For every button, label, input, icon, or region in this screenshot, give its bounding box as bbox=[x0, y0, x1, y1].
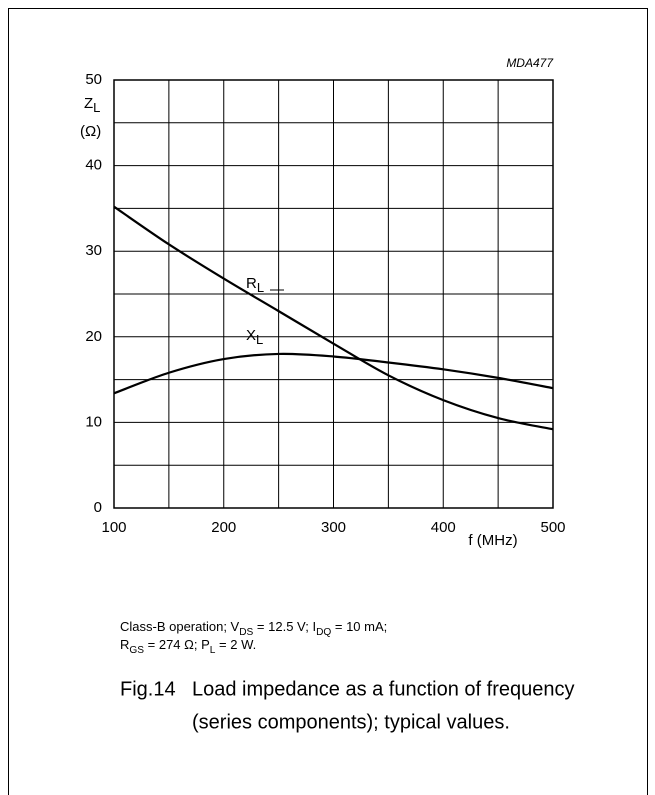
subscript: L bbox=[256, 332, 263, 347]
plot-frame bbox=[113, 79, 554, 509]
frame bbox=[8, 8, 648, 795]
y-tick-label: 10 bbox=[85, 413, 102, 430]
y-tick-label: 0 bbox=[94, 499, 102, 516]
x-axis-label: f (MHz) bbox=[468, 532, 517, 549]
x-tick-label: 100 bbox=[101, 519, 126, 536]
y-tick-label: 50 bbox=[85, 71, 102, 88]
series-line bbox=[113, 352, 554, 395]
x-tick-label: 300 bbox=[321, 519, 346, 536]
text-part: = 12.5 V; I bbox=[253, 619, 316, 634]
figure-label: Fig.14 bbox=[120, 678, 176, 700]
y-axis-unit: (Ω) bbox=[80, 123, 101, 140]
subscript: L bbox=[93, 100, 100, 115]
x-tick-label: 500 bbox=[540, 519, 565, 536]
note-line: Class-B operation; VDS = 12.5 V; IDQ = 1… bbox=[120, 619, 387, 637]
series-label: RL bbox=[246, 275, 264, 295]
caption-line: (series components); typical values. bbox=[192, 711, 510, 733]
text-part: Class-B operation; V bbox=[120, 619, 240, 634]
y-axis-label: ZL bbox=[84, 95, 100, 115]
text-part: Z bbox=[84, 95, 93, 112]
y-tick-label: 20 bbox=[85, 328, 102, 345]
y-tick-label: 40 bbox=[85, 157, 102, 174]
text-part: = 10 mA; bbox=[331, 619, 387, 634]
subscript: DQ bbox=[316, 627, 331, 638]
note-line: RGS = 274 Ω; PL = 2 W. bbox=[120, 637, 256, 655]
y-tick-label: 30 bbox=[85, 242, 102, 259]
figure-code: MDA477 bbox=[506, 56, 554, 70]
subscript: L bbox=[210, 645, 216, 656]
series-label: XL bbox=[246, 327, 263, 347]
text-part: = 274 Ω; P bbox=[144, 637, 210, 652]
x-tick-label: 200 bbox=[211, 519, 236, 536]
text-part: X bbox=[246, 327, 256, 344]
text-part: R bbox=[120, 637, 129, 652]
subscript: DS bbox=[239, 627, 253, 638]
x-tick-label: 400 bbox=[431, 519, 456, 536]
series-line bbox=[113, 205, 554, 431]
text-part: = 2 W. bbox=[215, 637, 256, 652]
subscript: L bbox=[257, 280, 264, 295]
subscript: GS bbox=[129, 645, 144, 656]
caption-line: Load impedance as a function of frequenc… bbox=[192, 678, 574, 700]
text-part: R bbox=[246, 275, 257, 292]
